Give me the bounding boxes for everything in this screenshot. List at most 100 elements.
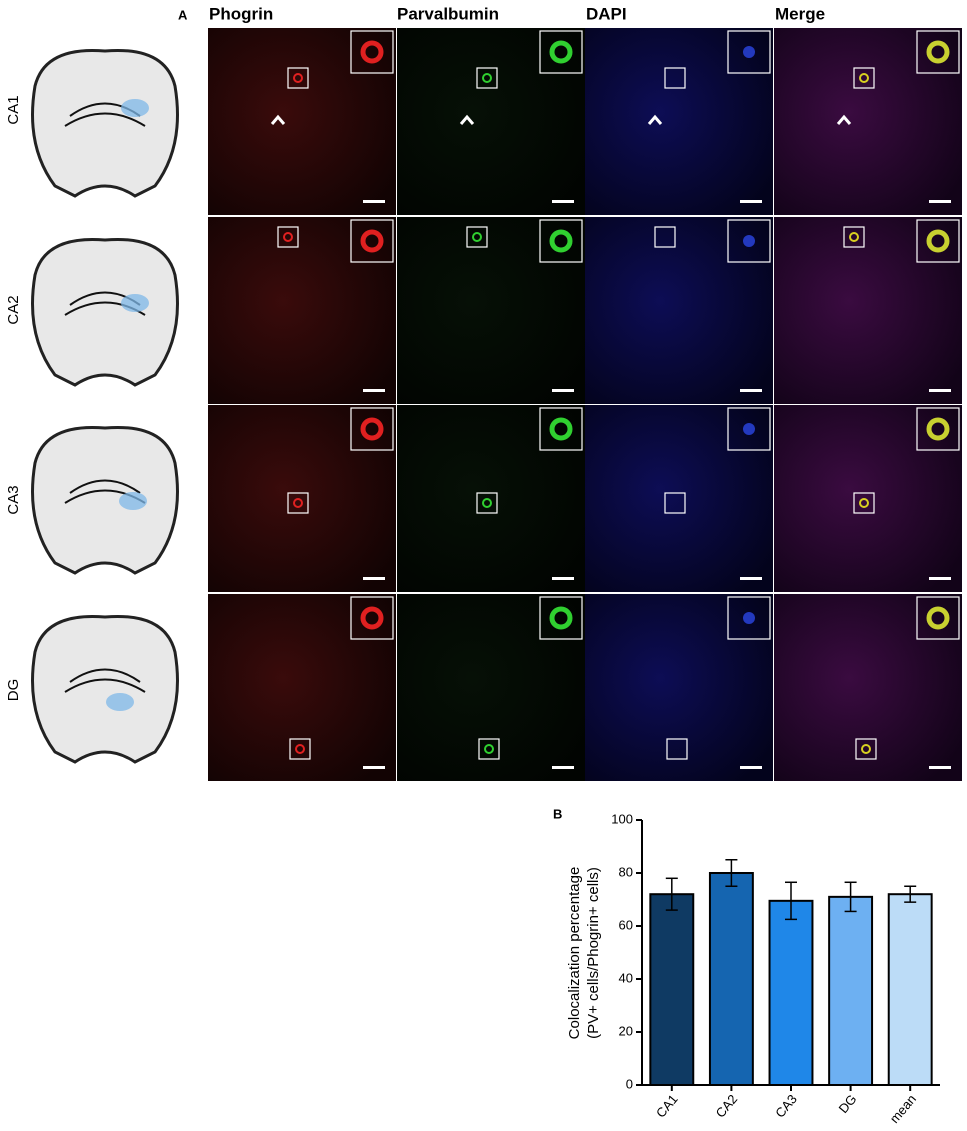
roi-cell [295,744,305,754]
row-label: CA3 [5,485,22,514]
region-highlight [106,693,134,711]
x-tick-label: DG [836,1091,860,1116]
column-header: Parvalbumin [397,4,499,23]
roi-box [853,67,875,89]
inset [727,407,771,451]
micrograph [774,28,962,215]
inset-cell [743,46,755,58]
roi-box [287,67,309,89]
roi-box [289,738,311,760]
bar [887,893,933,1087]
micrograph [397,28,585,215]
arrowhead [836,114,852,125]
panel-label: A [178,7,188,22]
scale-bar [552,389,574,392]
roi-box [466,226,488,248]
scale-bar [929,200,951,203]
scale-bar [552,766,574,769]
error-bar [785,881,797,921]
row-label: DG [5,679,22,702]
inset-cell [549,40,573,64]
inset [916,596,960,640]
y-axis-title: Colocalization percentage [566,867,583,1040]
inset-cell [360,417,384,441]
roi-cell [293,498,303,508]
inset [350,30,394,74]
scale-bar [363,766,385,769]
bar [768,899,814,1087]
brain-outline [31,48,179,198]
roi-box [666,738,688,760]
inset-cell [926,417,950,441]
error-bar [725,859,738,887]
roi-cell [484,744,494,754]
panel-a [31,28,962,781]
hippocampus [64,668,146,693]
inset-cell [926,229,950,253]
bar [708,872,754,1086]
region-highlight [119,492,147,510]
y-tick-label: 80 [619,864,633,879]
y-tick-label: 100 [611,811,633,826]
roi-box [855,738,877,760]
inset [727,30,771,74]
micrograph [397,405,585,592]
roi-cell [293,73,303,83]
micrograph [208,405,396,592]
roi-cell [859,73,869,83]
roi-cell [283,232,293,242]
roi-box [478,738,500,760]
roi-box [277,226,299,248]
inset-cell [360,606,384,630]
inset [916,219,960,263]
roi-box [287,492,309,514]
roi-cell [482,498,492,508]
scale-bar [552,200,574,203]
region-highlight [121,294,149,312]
arrowhead [647,114,663,125]
roi-cell [482,73,492,83]
roi-box [476,67,498,89]
bar [649,893,695,1087]
inset [539,30,583,74]
inset-cell [360,40,384,64]
brain-outline [31,614,179,764]
column-header: Merge [775,4,825,23]
inset [916,30,960,74]
micrograph [397,217,585,404]
roi-box [843,226,865,248]
micrograph [208,28,396,215]
y-tick-label: 0 [626,1076,633,1091]
micrograph [585,405,773,592]
error-bar [844,881,857,913]
inset-cell [926,40,950,64]
inset-cell [926,606,950,630]
scale-bar [929,577,951,580]
inset [916,407,960,451]
micrograph [585,594,773,781]
inset-cell [549,229,573,253]
column-header: DAPI [586,4,627,23]
inset-cell [743,235,755,247]
row-label: CA2 [5,295,22,324]
micrograph [585,217,773,404]
x-tick-label: CA1 [653,1091,681,1120]
micrograph [585,28,773,215]
inset [350,407,394,451]
y-tick-label: 20 [619,1023,633,1038]
roi-cell [472,232,482,242]
roi-cell [861,744,871,754]
arrowhead [270,114,286,125]
panel-label: B [553,806,562,821]
bar [828,895,874,1086]
micrograph [774,217,962,404]
inset-cell [549,606,573,630]
y-tick-label: 40 [619,970,633,985]
column-header: Phogrin [209,4,273,23]
scale-bar [929,389,951,392]
arrowhead [459,114,475,125]
roi-box [476,492,498,514]
scale-bar [740,200,762,203]
scale-bar [740,577,762,580]
